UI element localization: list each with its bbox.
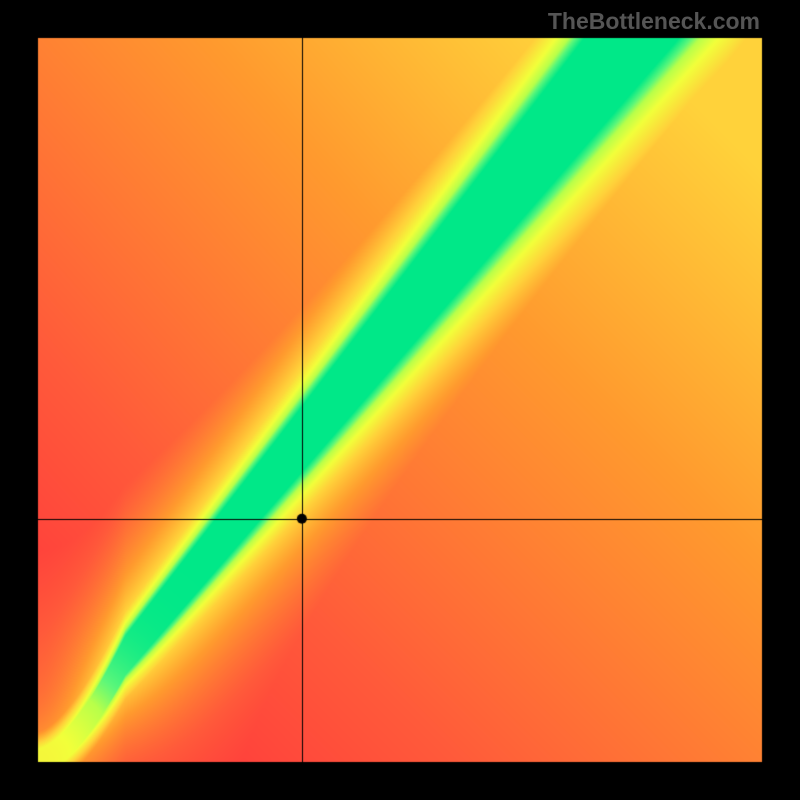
chart-container: TheBottleneck.com	[0, 0, 800, 800]
bottleneck-heatmap	[0, 0, 800, 800]
watermark-text: TheBottleneck.com	[548, 8, 760, 35]
